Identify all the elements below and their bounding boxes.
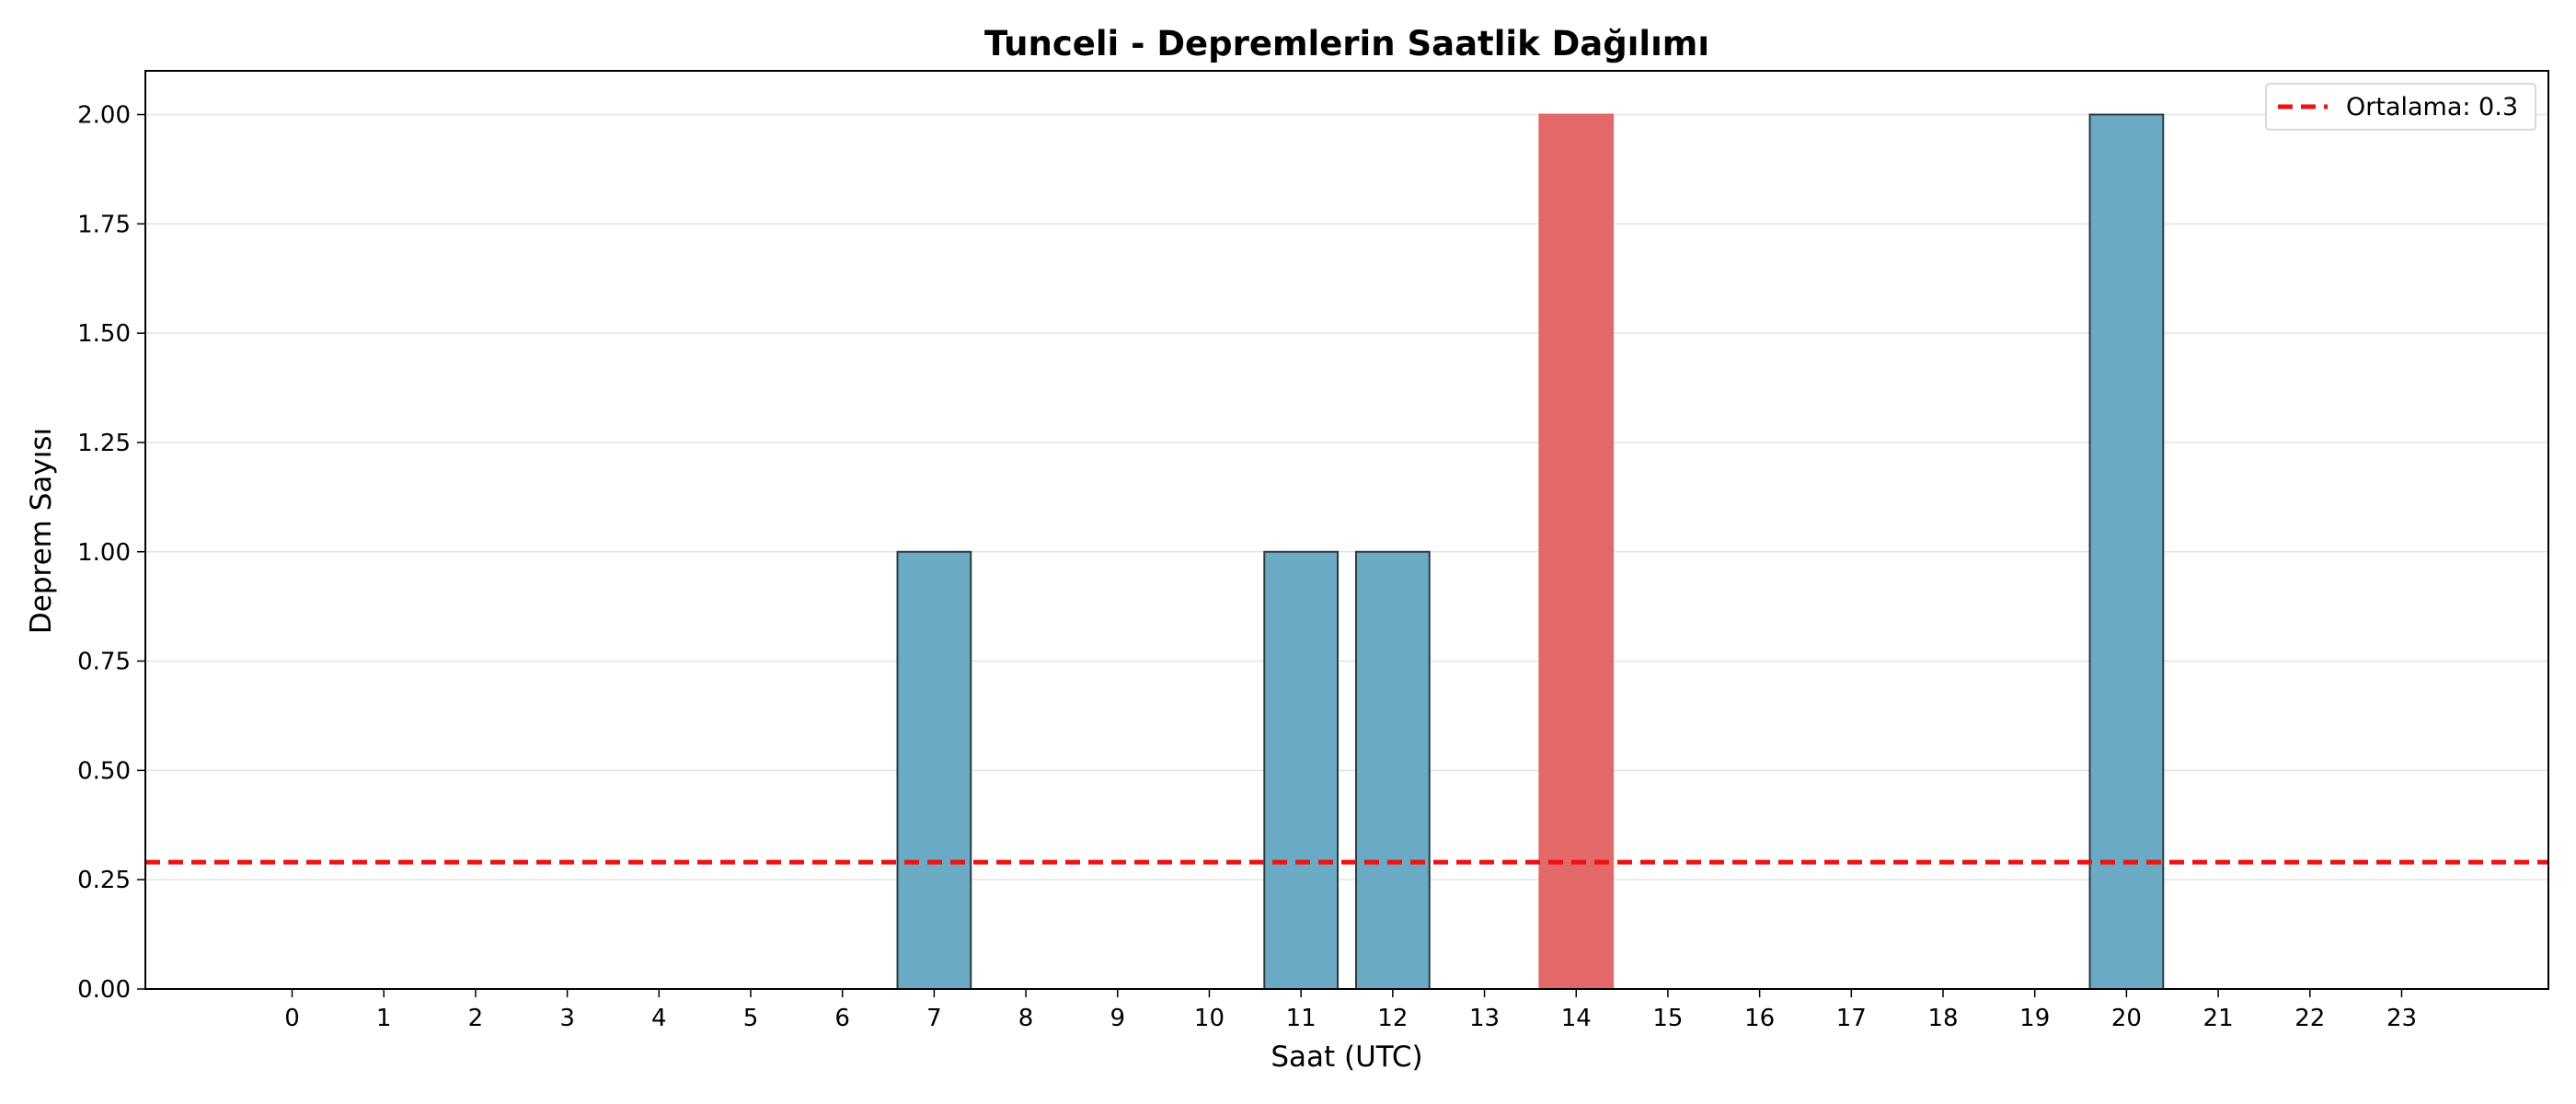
x-tick-label: 17	[1836, 1005, 1867, 1032]
x-tick-label: 12	[1377, 1005, 1408, 1032]
x-tick-label: 22	[2294, 1005, 2325, 1032]
x-tick-label: 20	[2111, 1005, 2142, 1032]
grid	[145, 113, 2548, 990]
x-tick-label: 19	[2019, 1005, 2050, 1032]
x-tick-label: 1	[376, 1005, 392, 1032]
x-tick-label: 15	[1652, 1005, 1683, 1032]
plot-frame	[144, 70, 2549, 990]
x-tick-label: 8	[1018, 1005, 1034, 1032]
legend: Ortalama: 0.3	[2265, 83, 2536, 131]
x-tick-label: 5	[743, 1005, 759, 1032]
y-axis-label: Deprem Sayısı	[25, 428, 58, 634]
y-tick-label: 0.50	[77, 757, 131, 785]
x-tick-label: 13	[1469, 1005, 1500, 1032]
x-tick-label: 7	[926, 1005, 942, 1032]
x-tick-label: 21	[2203, 1005, 2234, 1032]
x-tick-label: 4	[651, 1005, 667, 1032]
bar-hour-14	[1538, 113, 1615, 991]
x-tick-label: 0	[284, 1005, 300, 1032]
x-tick-label: 11	[1286, 1005, 1317, 1032]
y-tick-label: 1.50	[77, 320, 131, 348]
x-tick-label: 14	[1561, 1005, 1592, 1032]
x-tick-label: 10	[1194, 1005, 1225, 1032]
x-tick-label: 18	[1927, 1005, 1958, 1032]
y-tick-label: 1.75	[77, 211, 131, 238]
bars	[896, 113, 2165, 991]
x-tick-label: 3	[559, 1005, 575, 1032]
x-tick-label: 6	[834, 1005, 850, 1032]
bar-hour-11	[1263, 550, 1340, 990]
y-tick-label: 2.00	[77, 102, 131, 130]
bar-hour-12	[1354, 550, 1431, 990]
x-tick-label: 23	[2386, 1005, 2417, 1032]
x-axis-label: Saat (UTC)	[1271, 1041, 1422, 1074]
bar-hour-20	[2088, 113, 2165, 991]
bar-hour-7	[896, 550, 972, 990]
chart-title: Tunceli - Depremlerin Saatlik Dağılımı	[984, 24, 1709, 63]
y-tick-label: 0.25	[77, 867, 131, 894]
y-tick-label: 0.00	[77, 976, 131, 1004]
y-tick-label: 1.25	[77, 430, 131, 457]
x-tick-label: 16	[1744, 1005, 1775, 1032]
x-axis: 0 1 2 3 4 5 6 7 8 9 10 11 12 13 14 15 16 17 18 19 20 21 22 23	[284, 989, 2417, 1032]
x-tick-label: 2	[468, 1005, 484, 1032]
y-tick-label: 1.00	[77, 539, 131, 567]
y-tick-label: 0.75	[77, 649, 131, 676]
legend-box	[2265, 83, 2536, 131]
legend-mean-label: Ortalama: 0.3	[2346, 93, 2518, 121]
y-axis: 0.00 0.25 0.50 0.75 1.00 1.25 1.50 1.75 2.00	[77, 102, 145, 1004]
x-tick-label: 9	[1110, 1005, 1125, 1032]
